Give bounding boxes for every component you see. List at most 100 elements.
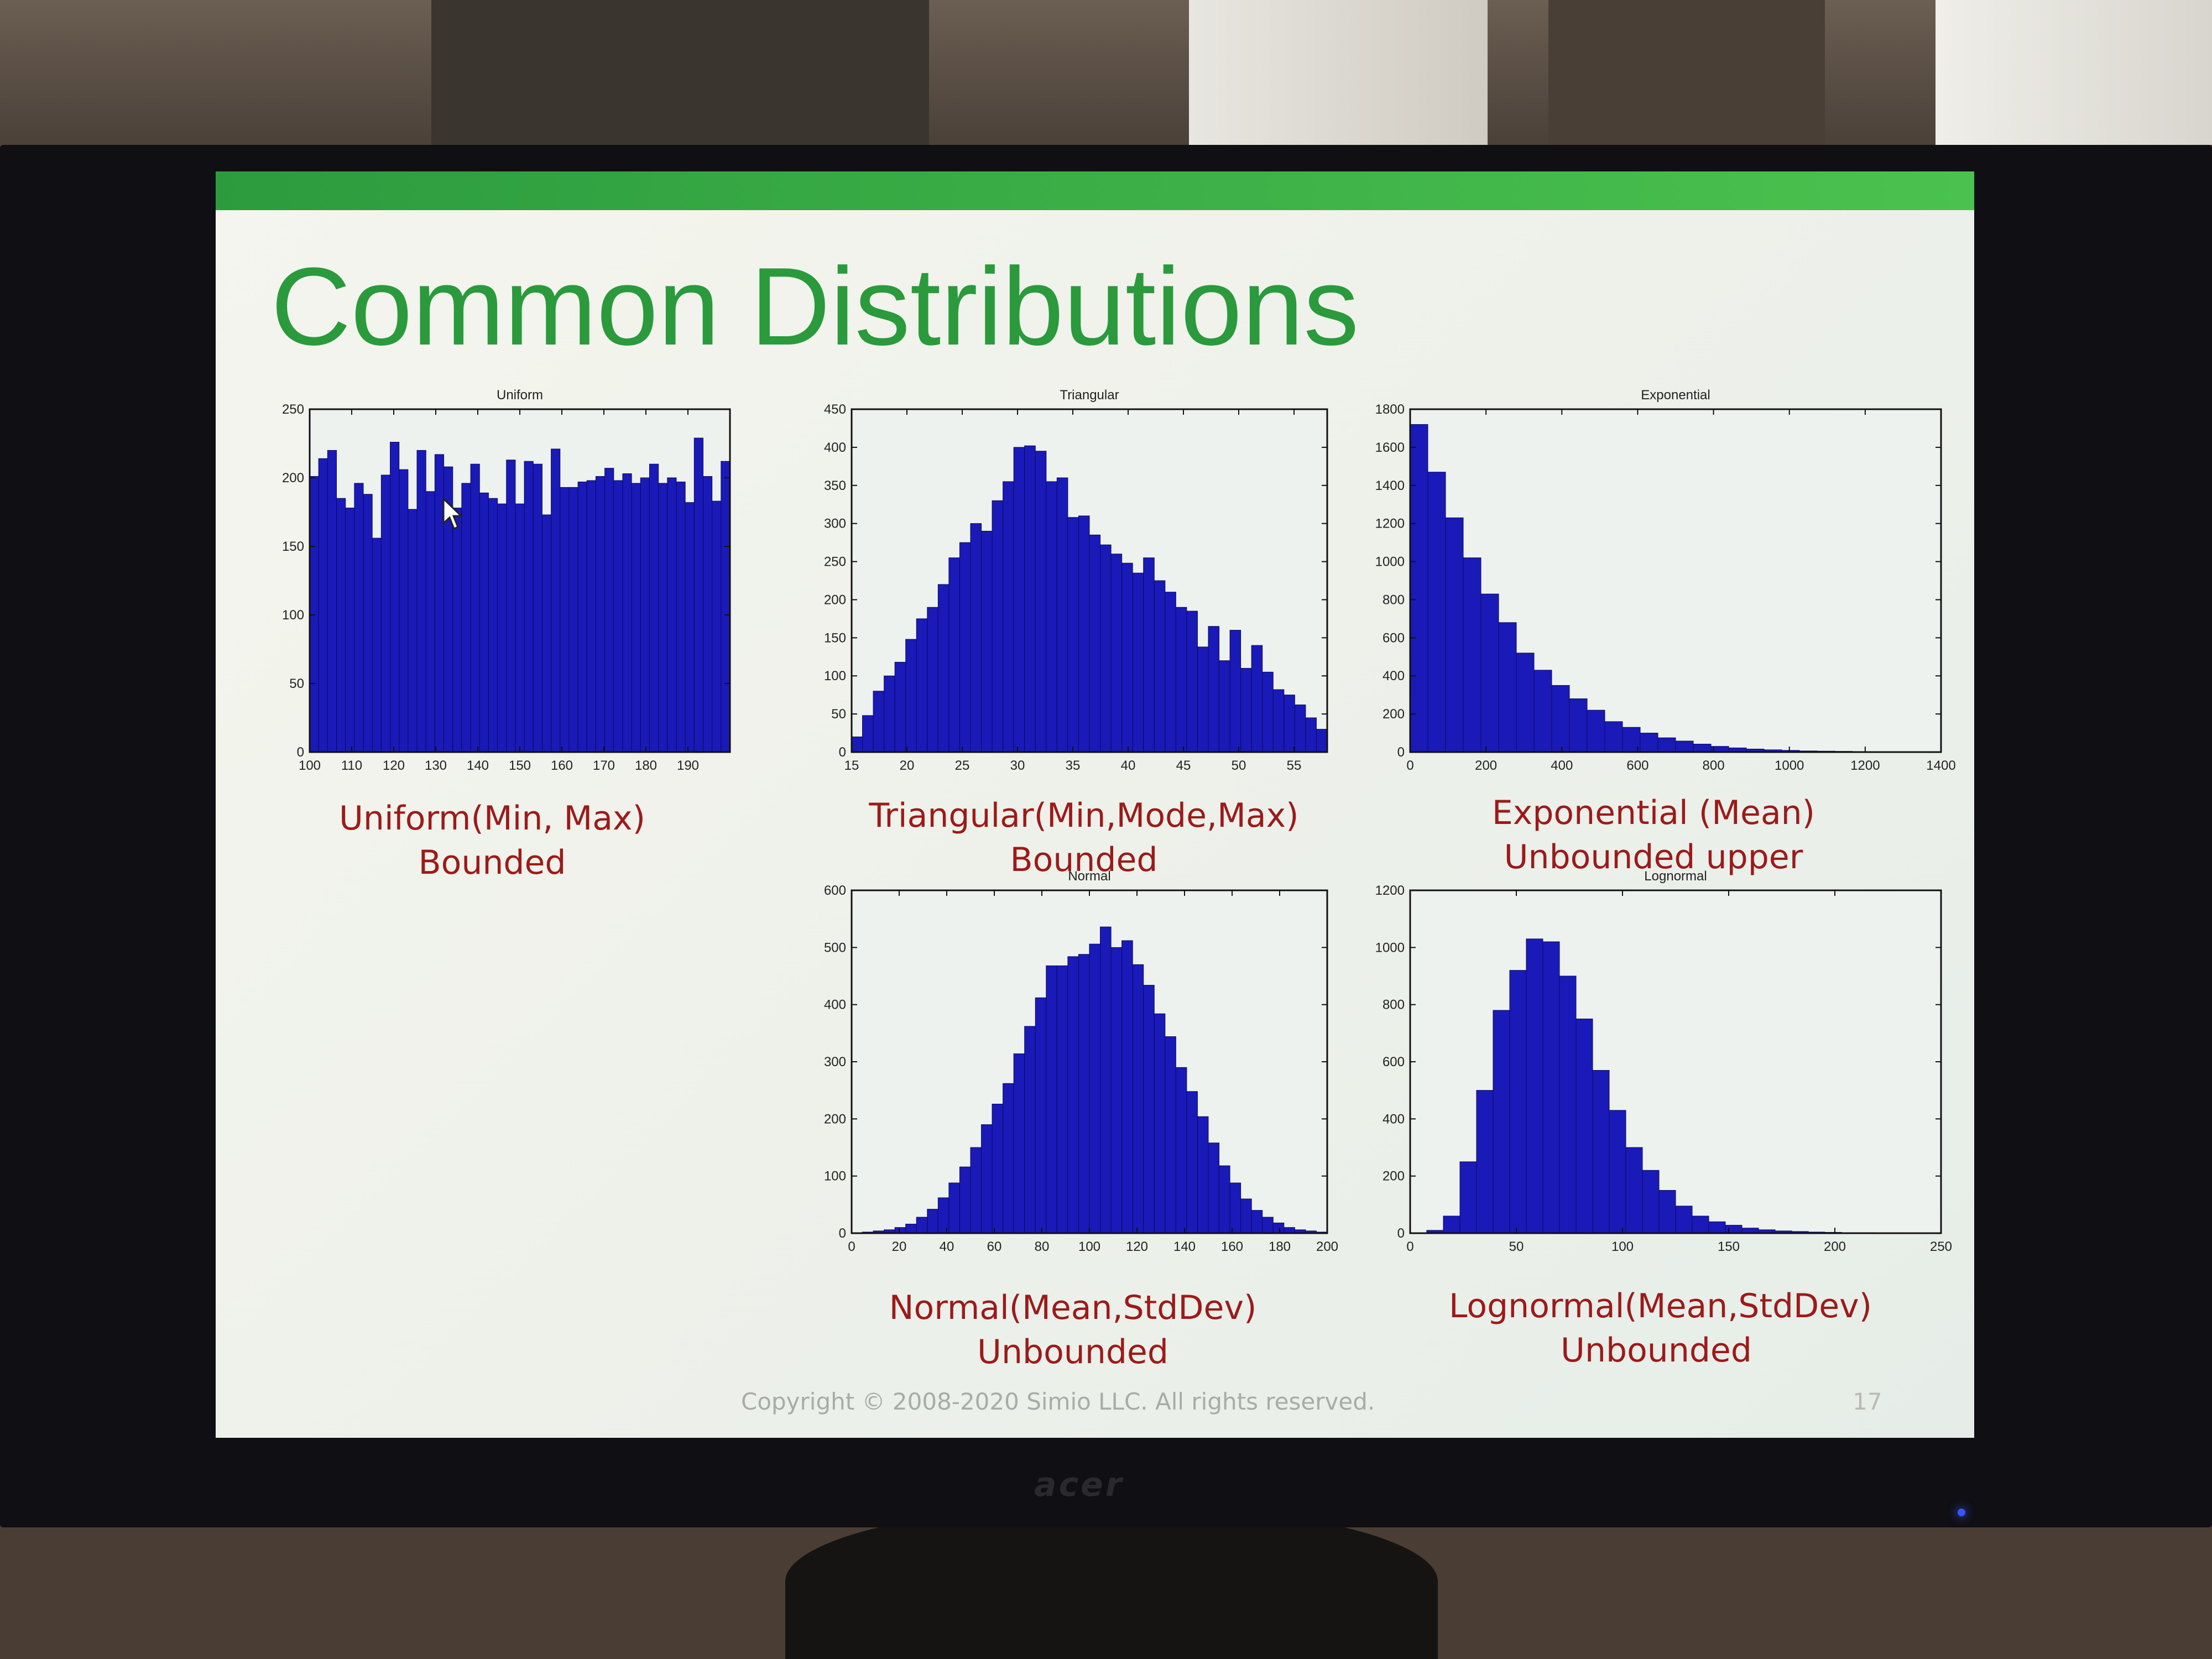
- histogram-bar: [667, 477, 677, 753]
- x-tick-label: 170: [593, 758, 615, 773]
- chart-title: Uniform: [497, 388, 543, 403]
- histogram-bar: [425, 491, 435, 753]
- x-tick-label: 1000: [1775, 758, 1804, 773]
- histogram-bar: [577, 481, 587, 753]
- histogram-bar: [927, 607, 938, 753]
- histogram-bar: [1240, 1198, 1252, 1234]
- x-tick-label: 40: [1121, 758, 1136, 773]
- histogram-bar: [1219, 1165, 1230, 1234]
- caption-uniform: Uniform(Min, Max) Bounded: [326, 796, 658, 885]
- y-tick-label: 1400: [1375, 478, 1405, 493]
- histogram-bar: [1262, 671, 1274, 753]
- histogram-bar: [1625, 1147, 1643, 1234]
- x-tick-label: 800: [1703, 758, 1725, 773]
- histogram-bar: [1284, 695, 1295, 753]
- histogram-bar: [1575, 1019, 1593, 1234]
- x-tick-label: 190: [677, 758, 699, 773]
- histogram-bar: [1657, 737, 1676, 753]
- y-tick-label: 800: [1383, 592, 1405, 607]
- bookshelf: [1548, 0, 1825, 145]
- histogram-bar: [1305, 717, 1317, 753]
- histogram-bar: [1559, 975, 1577, 1234]
- histogram-bar: [948, 1182, 960, 1234]
- histogram-bar: [541, 514, 552, 753]
- window: [1189, 0, 1488, 145]
- y-tick-label: 150: [824, 630, 846, 645]
- y-tick-label: 1200: [1375, 517, 1405, 531]
- histogram-bar: [1056, 965, 1068, 1234]
- histogram-bar: [1284, 1227, 1295, 1234]
- y-tick-label: 350: [824, 478, 846, 493]
- x-tick-label: 180: [1269, 1239, 1291, 1254]
- histogram-bar: [1498, 622, 1517, 753]
- histogram-bar: [1024, 1026, 1036, 1234]
- histogram-bar: [1675, 1206, 1693, 1234]
- x-tick-label: 180: [635, 758, 657, 773]
- slide-title: Common Distributions: [271, 245, 1359, 368]
- x-tick-label: 20: [900, 758, 915, 773]
- presentation-slide: Common Distributions Uniform 0 50 100 150 200…: [216, 171, 1974, 1438]
- histogram-bar: [992, 1103, 1004, 1234]
- histogram-bar: [1067, 517, 1079, 753]
- chart-normal: Normal 0 100 200 300 400 500 600 0 20 40 60 80 100 120…: [791, 857, 1344, 1277]
- x-tick-label: 250: [1930, 1239, 1952, 1254]
- histogram-bar: [1197, 646, 1209, 753]
- y-tick-label: 400: [824, 998, 846, 1013]
- y-tick-label: 150: [282, 539, 304, 554]
- y-tick-label: 300: [824, 1055, 846, 1070]
- caption-triangular-bound: Bounded: [1010, 841, 1158, 879]
- histogram-bar: [1089, 534, 1101, 753]
- histogram-bar: [1480, 593, 1499, 753]
- histogram-bar: [1526, 938, 1543, 1234]
- x-tick-label: 100: [299, 758, 321, 773]
- y-tick-label: 600: [824, 883, 846, 898]
- histogram-bar: [1121, 940, 1133, 1234]
- histogram-bar: [712, 500, 722, 753]
- histogram-bar: [560, 487, 570, 753]
- x-tick-label: 110: [341, 758, 362, 773]
- histogram-bar: [399, 469, 409, 753]
- x-tick-label: 80: [1035, 1239, 1050, 1254]
- caption-lognormal-bound: Unbounded: [1561, 1331, 1752, 1370]
- histogram-bar: [905, 639, 917, 753]
- histogram-bar: [1516, 653, 1535, 753]
- y-tick-label: 0: [1397, 745, 1405, 760]
- histogram-bar: [1410, 424, 1428, 753]
- x-tick-label: 100: [1078, 1239, 1100, 1254]
- x-tick-label: 200: [1475, 758, 1497, 773]
- histogram-bar: [604, 468, 614, 753]
- histogram-bar: [1592, 1070, 1610, 1234]
- x-tick-label: 1200: [1850, 758, 1880, 773]
- y-tick-label: 200: [824, 592, 846, 607]
- histogram-bar: [1427, 472, 1446, 753]
- histogram-bar: [1078, 954, 1090, 1234]
- histogram-bar: [1132, 964, 1144, 1234]
- histogram-bar: [1725, 1225, 1743, 1234]
- histogram-bar: [1658, 1190, 1676, 1234]
- y-tick-label: 250: [824, 555, 846, 570]
- histogram-bar: [1229, 1182, 1241, 1234]
- histogram-bar: [408, 509, 418, 753]
- histogram-bar: [685, 502, 695, 753]
- histogram-bar: [1229, 630, 1241, 753]
- x-tick-label: 50: [1232, 758, 1246, 773]
- slide-page-number: 17: [1853, 1388, 1882, 1415]
- histogram-bar: [470, 463, 480, 753]
- x-tick-label: 400: [1551, 758, 1573, 773]
- x-tick-label: 150: [1718, 1239, 1740, 1254]
- histogram-bar: [515, 503, 525, 753]
- histogram-bar: [1165, 1036, 1176, 1234]
- histogram-bar: [693, 437, 703, 753]
- histogram-bar: [1708, 1221, 1726, 1234]
- histogram-bar: [390, 442, 400, 753]
- histogram-bar: [345, 508, 355, 753]
- histogram-bar: [981, 530, 993, 753]
- histogram-bar: [1197, 1116, 1209, 1234]
- histogram-bar: [905, 1223, 917, 1234]
- histogram-bar: [1692, 1215, 1709, 1234]
- power-led-icon: [1958, 1509, 1965, 1516]
- caption-exponential-formula: Exponential (Mean): [1491, 794, 1815, 832]
- histogram-bar: [586, 480, 596, 753]
- y-tick-label: 1000: [1375, 940, 1405, 955]
- histogram-bar: [1294, 705, 1306, 753]
